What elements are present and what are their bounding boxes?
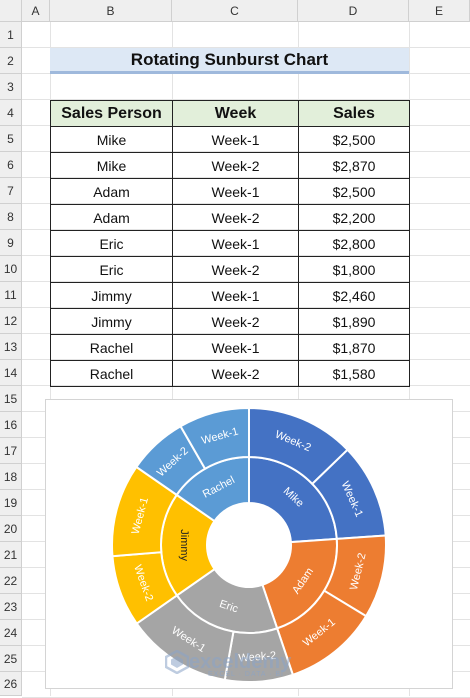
row-header-13[interactable]: 13	[0, 334, 22, 360]
column-header-d[interactable]: D	[298, 0, 409, 22]
select-all-corner[interactable]	[0, 0, 22, 22]
row-header-4[interactable]: 4	[0, 100, 22, 126]
sunburst-svg[interactable]: Week-2Week-1MikeWeek-2Week-1AdamWeek-2We…	[46, 400, 452, 688]
row-header-11[interactable]: 11	[0, 282, 22, 308]
row-header-26[interactable]: 26	[0, 672, 22, 696]
row-header-10[interactable]: 10	[0, 256, 22, 282]
cell-sales[interactable]: $2,800	[298, 230, 410, 257]
column-header-b[interactable]: B	[50, 0, 172, 22]
sunburst-label-week: Week-2	[238, 650, 276, 665]
row-header-5[interactable]: 5	[0, 126, 22, 152]
cell-sales-person[interactable]: Mike	[50, 152, 173, 179]
row-header-24[interactable]: 24	[0, 620, 22, 646]
cell-sales-person[interactable]: Adam	[50, 204, 173, 231]
table-row: Adam Week-1 $2,500	[50, 178, 410, 205]
row-header-23[interactable]: 23	[0, 594, 22, 620]
cell-week[interactable]: Week-1	[172, 178, 299, 205]
cell-week[interactable]: Week-2	[172, 308, 299, 335]
column-header-c[interactable]: C	[172, 0, 298, 22]
row-header-8[interactable]: 8	[0, 204, 22, 230]
sunburst-segment-rachel-week-1[interactable]	[179, 406, 250, 471]
row-header-18[interactable]: 18	[0, 464, 22, 490]
row-header-14[interactable]: 14	[0, 360, 22, 386]
cell-sales[interactable]: $1,870	[298, 334, 410, 361]
cell-sales[interactable]: $1,800	[298, 256, 410, 283]
cell-sales-person[interactable]: Mike	[50, 126, 173, 153]
row-header-19[interactable]: 19	[0, 490, 22, 516]
cell-sales[interactable]: $2,460	[298, 282, 410, 309]
cell-sales[interactable]: $2,500	[298, 178, 410, 205]
table-row: Jimmy Week-1 $2,460	[50, 282, 410, 309]
cell-sales-person[interactable]: Rachel	[50, 334, 173, 361]
row-header-15[interactable]: 15	[0, 386, 22, 412]
cell-sales[interactable]: $2,200	[298, 204, 410, 231]
row-header-9[interactable]: 9	[0, 230, 22, 256]
cell-sales[interactable]: $1,580	[298, 360, 410, 387]
cell-week[interactable]: Week-2	[172, 204, 299, 231]
table-row: Mike Week-2 $2,870	[50, 152, 410, 179]
watermark-brand: exceldemy	[189, 650, 292, 673]
cell-week[interactable]: Week-1	[172, 126, 299, 153]
row-header-20[interactable]: 20	[0, 516, 22, 542]
sales-table: Sales Person Week Sales Mike Week-1 $2,500…	[50, 100, 410, 387]
cell-week[interactable]: Week-2	[172, 152, 299, 179]
watermark: exceldemy	[165, 650, 291, 674]
row-header-12[interactable]: 12	[0, 308, 22, 334]
cell-sales-person[interactable]: Eric	[50, 230, 173, 257]
row-header-2[interactable]: 2	[0, 48, 22, 74]
row-header-16[interactable]: 16	[0, 412, 22, 438]
table-header-row: Sales Person Week Sales	[50, 100, 410, 127]
cell-week[interactable]: Week-1	[172, 230, 299, 257]
cell-week[interactable]: Week-2	[172, 256, 299, 283]
row-header-25[interactable]: 25	[0, 646, 22, 672]
watermark-tagline: EXCEL · DATA · BI	[208, 671, 284, 678]
column-header-e[interactable]: E	[409, 0, 470, 22]
row-header-17[interactable]: 17	[0, 438, 22, 464]
table-row: Eric Week-2 $1,800	[50, 256, 410, 283]
cell-week[interactable]: Week-2	[172, 360, 299, 387]
table-row: Rachel Week-1 $1,870	[50, 334, 410, 361]
table-row: Mike Week-1 $2,500	[50, 126, 410, 153]
row-header-1[interactable]: 1	[0, 22, 22, 48]
row-header-22[interactable]: 22	[0, 568, 22, 594]
cell-sales-person[interactable]: Jimmy	[50, 308, 173, 335]
header-sales[interactable]: Sales	[298, 100, 410, 127]
row-header-21[interactable]: 21	[0, 542, 22, 568]
table-row: Adam Week-2 $2,200	[50, 204, 410, 231]
cell-sales[interactable]: $1,890	[298, 308, 410, 335]
header-week[interactable]: Week	[172, 100, 299, 127]
cell-week[interactable]: Week-1	[172, 282, 299, 309]
cell-sales-person[interactable]: Rachel	[50, 360, 173, 387]
table-row: Rachel Week-2 $1,580	[50, 360, 410, 387]
table-row: Jimmy Week-2 $1,890	[50, 308, 410, 335]
cell-sales-person[interactable]: Jimmy	[50, 282, 173, 309]
cell-sales[interactable]: $2,870	[298, 152, 410, 179]
cell-sales-person[interactable]: Eric	[50, 256, 173, 283]
header-sales-person[interactable]: Sales Person	[50, 100, 173, 127]
cell-sales-person[interactable]: Adam	[50, 178, 173, 205]
sheet-title[interactable]: Rotating Sunburst Chart	[50, 48, 409, 74]
row-header-3[interactable]: 3	[0, 74, 22, 100]
sunburst-chart[interactable]: Week-2 Week-1 Mike Week-2 Week-1 Adam Week-2 We…	[45, 399, 453, 689]
exceldemy-logo-icon	[165, 650, 189, 674]
cell-week[interactable]: Week-1	[172, 334, 299, 361]
cell-sales[interactable]: $2,500	[298, 126, 410, 153]
row-header-6[interactable]: 6	[0, 152, 22, 178]
column-header-a[interactable]: A	[22, 0, 50, 22]
sunburst-label-person: Eric	[218, 598, 240, 615]
row-header-7[interactable]: 7	[0, 178, 22, 204]
table-row: Eric Week-1 $2,800	[50, 230, 410, 257]
sunburst-label-person: Jimmy	[178, 529, 190, 561]
